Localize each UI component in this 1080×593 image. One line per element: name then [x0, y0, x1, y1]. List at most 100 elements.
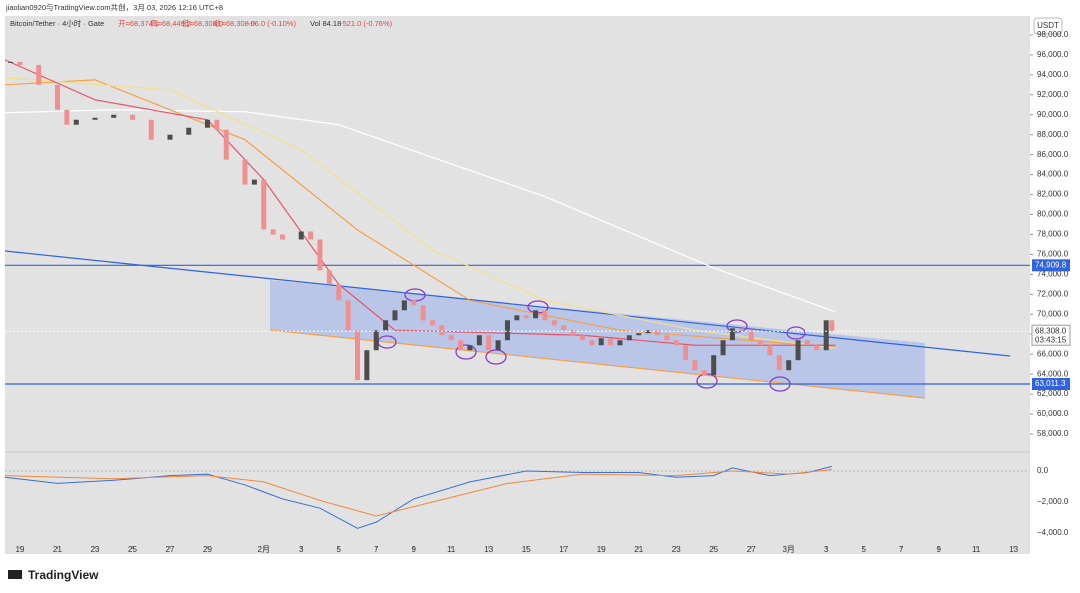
countdown: 03:43:15	[1035, 335, 1067, 344]
candle	[186, 127, 192, 135]
last-price-label: 68,308.0	[1035, 326, 1067, 335]
x-tick-label: 29	[203, 545, 212, 554]
candle	[476, 335, 482, 346]
y-tick-label: 64,000.0	[1037, 369, 1069, 378]
candle	[636, 333, 642, 336]
currency-box[interactable]	[1033, 17, 1063, 35]
y-tick-label: 94,000.0	[1037, 70, 1069, 79]
candle	[795, 340, 801, 361]
candle	[345, 300, 351, 331]
y-tick-label: 70,000.0	[1037, 309, 1069, 318]
candle	[551, 320, 557, 326]
level-label: 63,011.3	[1035, 379, 1066, 388]
indicator-line	[4, 59, 836, 346]
y-tick-label: 66,000.0	[1037, 349, 1069, 358]
x-tick-label: 25	[128, 545, 137, 554]
y-tick-label: 86,000.0	[1037, 150, 1069, 159]
candle	[92, 117, 98, 120]
ohlc-high: 高=68,449.2	[150, 18, 191, 28]
candle	[486, 335, 492, 351]
x-tick-label: 19	[597, 545, 606, 554]
indicator-line	[4, 79, 836, 348]
x-tick-label: 9	[936, 545, 941, 554]
candle	[701, 370, 707, 376]
ohlc-open: 开=68,374.1	[118, 19, 159, 28]
y-tick-label: 88,000.0	[1037, 130, 1069, 139]
currency[interactable]: USDT	[1037, 21, 1059, 30]
y-tick-label: 82,000.0	[1037, 190, 1069, 199]
candle	[261, 179, 267, 230]
candle	[504, 320, 510, 341]
candle	[223, 129, 229, 160]
candle	[204, 119, 210, 128]
x-tick-label: 3月	[782, 545, 794, 554]
x-tick-label: 21	[53, 545, 62, 554]
candle	[336, 284, 342, 301]
candle	[467, 345, 473, 351]
y-tick-label: 78,000.0	[1037, 230, 1069, 239]
candle	[129, 114, 135, 120]
candle	[270, 229, 276, 235]
candle	[354, 330, 360, 381]
x-tick-label: 21	[634, 545, 643, 554]
plot-bg	[5, 16, 1030, 554]
candle	[317, 239, 323, 271]
y-tick-label: 96,000.0	[1037, 50, 1069, 59]
x-tick-label: 3	[824, 545, 829, 554]
candle	[279, 234, 285, 240]
candle	[17, 61, 23, 65]
candle	[654, 330, 660, 336]
x-tick-label: 13	[1009, 545, 1018, 554]
x-tick-label: 3	[299, 545, 304, 554]
candle	[542, 310, 548, 321]
candle	[804, 340, 810, 346]
y-tick-label: 98,000.0	[1037, 30, 1069, 39]
candle	[514, 315, 520, 321]
x-tick-label: 27	[166, 545, 175, 554]
x-tick-label: 9	[411, 545, 416, 554]
channel-drawing	[4, 250, 1011, 399]
candle	[814, 345, 820, 351]
y-tick-label: 76,000.0	[1037, 250, 1069, 259]
candle	[448, 335, 454, 341]
candle	[73, 119, 79, 125]
candle	[683, 345, 689, 361]
level-label: 74,909.8	[1035, 260, 1067, 269]
indicator-line	[4, 109, 836, 313]
candle	[692, 360, 698, 371]
candle	[64, 109, 70, 125]
x-tick-label: 2月	[258, 545, 270, 554]
candle	[579, 335, 585, 341]
y-tick-label: 72,000.0	[1037, 289, 1069, 298]
candle	[829, 320, 835, 332]
candle	[758, 340, 764, 346]
candle	[589, 340, 595, 346]
macd-tick-label: −2,000.0	[1037, 497, 1069, 506]
candle	[673, 340, 679, 346]
y-tick-label: 60,000.0	[1037, 409, 1069, 418]
candle	[786, 360, 792, 371]
x-tick-label: 7	[899, 545, 904, 554]
x-tick-label: 23	[672, 545, 681, 554]
x-tick-label: 19	[16, 545, 25, 554]
x-tick-label: 5	[337, 545, 342, 554]
x-tick-label: 11	[447, 545, 456, 554]
candle	[8, 61, 14, 63]
level-box	[1032, 378, 1070, 391]
candle	[458, 340, 464, 351]
last-price-box	[1031, 324, 1071, 346]
macd-tick-label: 0.0	[1037, 466, 1049, 475]
candle	[561, 325, 567, 331]
candle	[214, 119, 220, 130]
y-tick-label: 92,000.0	[1037, 90, 1069, 99]
y-tick-label: 58,000.0	[1037, 429, 1069, 438]
candle	[308, 231, 314, 240]
candle	[711, 355, 717, 376]
candle	[617, 340, 623, 346]
x-tick-label: 7	[374, 545, 379, 554]
y-tick-label: 80,000.0	[1037, 210, 1069, 219]
candle	[664, 335, 670, 341]
candle	[776, 355, 782, 371]
indicator-line	[4, 465, 832, 529]
